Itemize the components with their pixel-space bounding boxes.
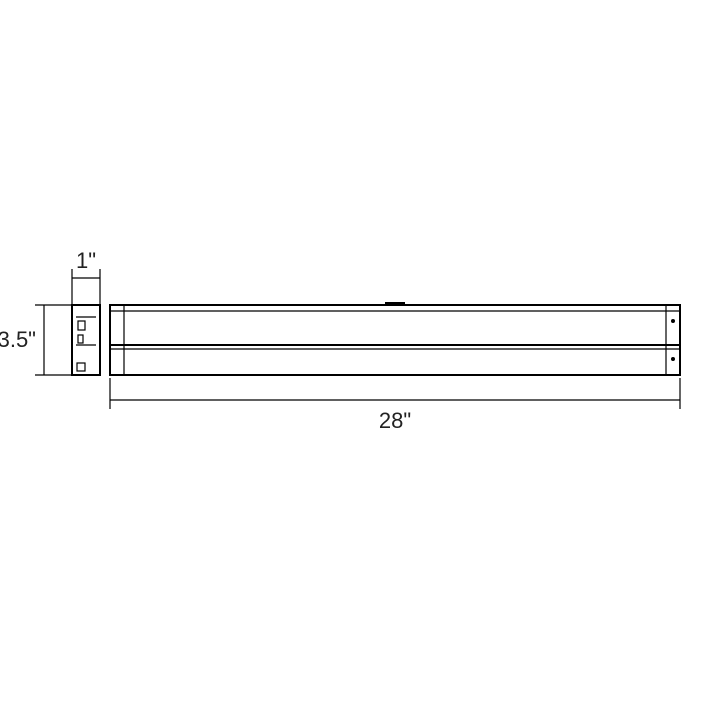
dimension-depth: 1" <box>72 248 100 305</box>
depth-label: 1" <box>76 248 96 273</box>
end-view <box>72 305 100 375</box>
length-label: 28" <box>379 408 411 433</box>
dimension-drawing: 1" 3.5" 28" <box>0 0 720 720</box>
height-label: 3.5" <box>0 327 36 352</box>
front-view <box>110 302 680 375</box>
dimension-length: 28" <box>110 378 680 433</box>
dimension-height: 3.5" <box>0 305 72 375</box>
